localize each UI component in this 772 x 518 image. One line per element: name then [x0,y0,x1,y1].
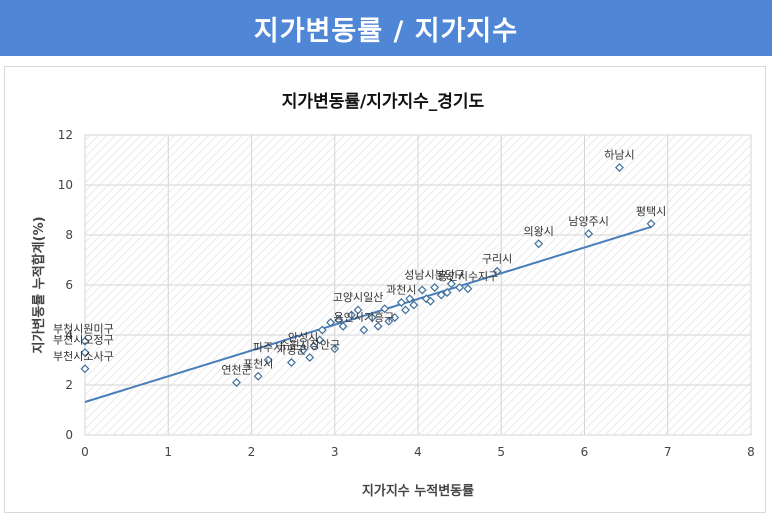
y-axis-title: 지가변동률 누적합계(%) [31,216,47,353]
point-label: 포천시 [243,356,273,370]
point-label: 성남시분당구 [404,269,465,282]
page-banner: 지가변동률 / 지가지수 [0,0,772,56]
data-point [455,283,465,292]
data-point [353,305,363,315]
point-label: 부천시원미구 [53,321,114,335]
data-point [436,290,446,300]
data-point [317,325,327,335]
data-point [305,353,315,362]
data-point [430,283,440,292]
x-tick-label: 8 [747,445,755,459]
y-tick-label: 8 [65,228,73,242]
x-axis-title: 지가지수 누적변동률 [362,483,474,499]
y-tick-label: 12 [58,128,73,142]
data-point [80,364,90,374]
y-tick-label: 10 [58,178,73,192]
data-point [615,163,624,172]
point-label: 부천시오정구 [53,333,114,347]
point-label: 고양시일산 [333,290,384,304]
y-tick-label: 2 [65,378,73,392]
data-point [390,313,400,322]
data-point [373,321,383,331]
x-tick-label: 5 [497,445,505,459]
data-point [463,284,473,294]
data-points [80,163,656,387]
data-point [80,348,90,357]
trendline [84,225,652,403]
y-tick-label: 6 [65,278,73,292]
data-point [396,298,406,307]
data-point [232,378,241,387]
data-point [401,305,410,315]
grid-lines [84,134,752,436]
data-point [338,321,348,331]
x-tick-label: 2 [248,445,256,459]
data-point [334,315,344,325]
data-point [492,266,502,276]
x-tick-label: 0 [81,445,89,459]
data-point [380,304,390,314]
data-point [263,355,273,365]
point-label: 남양주시 [568,215,608,228]
chart-frame: 지가변동률/지가지수_경기도 0 2 4 6 8 10 12 0 1 2 3 4 5 6 7 8 부천시원미구… [4,66,766,513]
data-point [359,325,369,335]
point-label: 수원시장안구 [279,339,340,352]
point-label: 용인시수지구 [438,270,499,283]
point-label: 부천시소사구 [53,349,114,363]
data-point [584,229,594,239]
x-tick-label: 1 [164,445,172,459]
point-label: 구리시 [482,252,512,265]
x-tick-label: 4 [414,445,422,459]
data-point [330,344,340,354]
point-label: 용인시기흥구 [334,310,395,324]
point-label: 의왕시 [524,225,554,238]
point-label: 평택시 [636,205,666,218]
chart-title: 지가변동률/지가지수_경기도 [282,92,485,112]
data-point [367,313,377,322]
point-label: 파주시 [253,341,283,354]
data-point [405,294,415,304]
page-title: 지가변동률 / 지가지수 [253,15,519,47]
data-point [417,285,427,295]
data-point [253,371,263,381]
data-point [442,288,452,297]
data-point [346,310,356,320]
data-point [326,318,336,327]
y-tick-label: 4 [65,328,73,342]
data-point [534,239,544,249]
x-tick-label: 3 [331,445,339,459]
y-tick-label: 0 [65,428,73,442]
point-label: 과천시 [386,283,416,297]
data-point [426,296,435,306]
x-tick-label: 6 [581,445,589,459]
point-label: 안성시 [288,331,318,344]
data-point [315,335,325,345]
data-point [287,358,296,367]
data-point [384,316,394,326]
point-label: 하남시 [604,148,634,162]
data-point [446,279,456,289]
data-point [409,300,419,310]
data-point [646,219,656,229]
data-point [298,345,308,355]
x-tick-label: 7 [664,445,672,459]
point-label: 가평군 [276,344,306,357]
data-point [309,341,319,351]
point-label: 연천군 [221,363,251,377]
data-point [80,336,90,346]
